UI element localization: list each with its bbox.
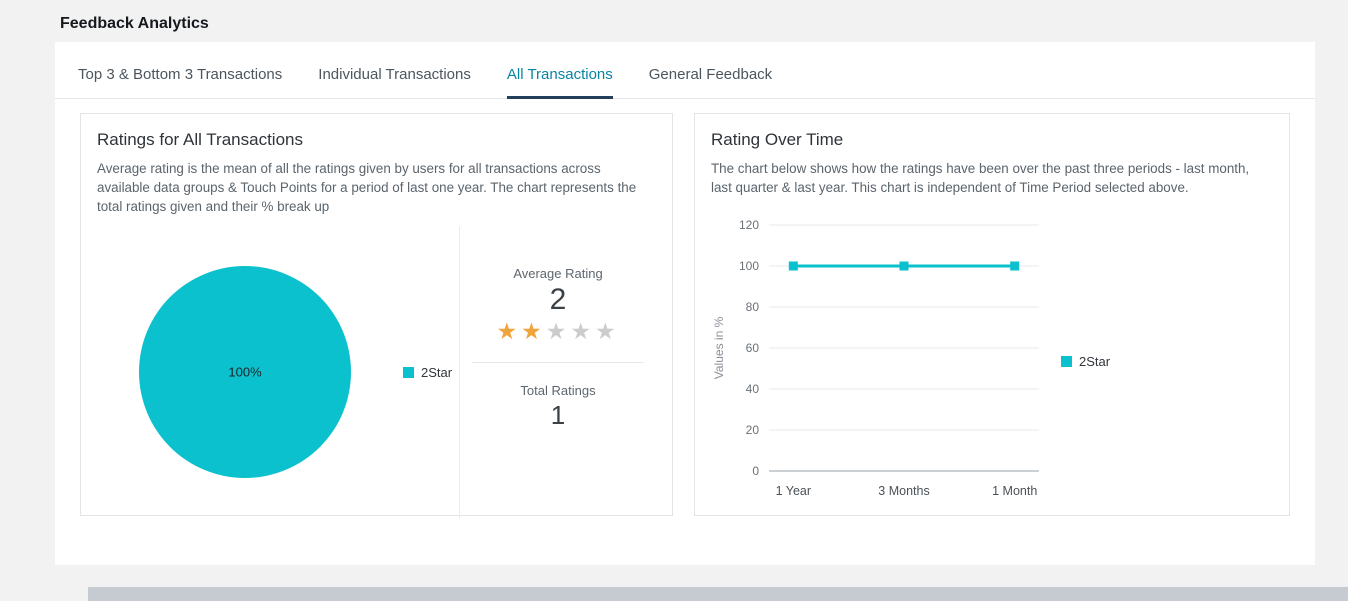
ratings-content: 100% 2Star Average Rating 2 ★★★★★ Total …: [97, 222, 656, 522]
ratings-card: Ratings for All Transactions Average rat…: [80, 113, 673, 519]
tab-bar: Top 3 & Bottom 3 Transactions Individual …: [55, 42, 1315, 99]
svg-text:100: 100: [739, 259, 759, 273]
line-legend-label: 2Star: [1079, 354, 1111, 370]
tab-all-transactions[interactable]: All Transactions: [506, 66, 613, 99]
svg-text:Values in %: Values in %: [712, 316, 726, 379]
pie-data-label: 100%: [228, 364, 262, 380]
svg-text:80: 80: [746, 300, 760, 314]
total-ratings-value: 1: [550, 400, 566, 431]
pie-zone: 100% 2Star: [97, 222, 459, 522]
svg-text:3 Months: 3 Months: [878, 484, 929, 498]
tab-individual-transactions[interactable]: Individual Transactions: [318, 66, 471, 83]
line-legend-swatch: [1061, 356, 1072, 368]
pie-legend-swatch: [403, 366, 414, 378]
feedback-analytics-panel: Top 3 & Bottom 3 Transactions Individual …: [55, 42, 1315, 565]
tab-general-feedback[interactable]: General Feedback: [648, 66, 773, 83]
ratings-card-description: Average rating is the mean of all the ra…: [97, 161, 637, 215]
line-chart-svg: 0 20 40 60 80 100 120 1 Year 3 Months 1 Month Valu…: [712, 218, 1039, 498]
svg-text:0: 0: [752, 464, 759, 478]
star-rating: ★★★★★: [496, 318, 620, 345]
star-icon: ★: [594, 318, 620, 345]
star-icon: ★: [496, 318, 522, 345]
pie-legend: 2Star: [403, 365, 452, 380]
svg-text:40: 40: [746, 382, 760, 396]
svg-text:120: 120: [739, 218, 759, 232]
tab-top-3-bottom-3-transactions[interactable]: Top 3 & Bottom 3 Transactions: [78, 66, 283, 83]
average-rating-value: 2: [549, 283, 567, 317]
horizontal-divider: [471, 362, 645, 364]
rating-over-time-card: Rating Over Time The chart below shows h…: [694, 113, 1290, 516]
svg-text:1 Year: 1 Year: [776, 484, 811, 498]
star-icon: ★: [545, 318, 571, 345]
line-chart: 0 20 40 60 80 100 120 1 Year 3 Months 1 Month Valu…: [711, 211, 1047, 512]
total-ratings-label: Total Ratings: [520, 383, 596, 399]
pie-chart: 100%: [139, 266, 351, 479]
over-time-card-description: The chart below shows how the ratings ha…: [711, 161, 1250, 196]
line-legend: 2Star: [1061, 354, 1110, 369]
rating-stats: Average Rating 2 ★★★★★ Total Ratings 1: [460, 222, 656, 522]
cards-row: Ratings for All Transactions Average rat…: [55, 99, 1315, 519]
vertical-divider: [459, 226, 460, 519]
footer-strip: [88, 587, 1348, 601]
svg-text:20: 20: [746, 423, 760, 437]
page-title: Feedback Analytics: [60, 15, 209, 32]
pie-legend-label: 2Star: [421, 364, 453, 380]
star-icon: ★: [521, 318, 546, 345]
svg-text:1 Month: 1 Month: [992, 484, 1037, 498]
star-icon: ★: [570, 318, 595, 345]
svg-text:60: 60: [746, 341, 760, 355]
over-time-content: 0 20 40 60 80 100 120 1 Year 3 Months 1 Month Valu…: [711, 211, 1273, 512]
average-rating-label: Average Rating: [513, 266, 603, 282]
over-time-card-title: Rating Over Time: [711, 130, 844, 149]
ratings-card-title: Ratings for All Transactions: [97, 130, 303, 149]
